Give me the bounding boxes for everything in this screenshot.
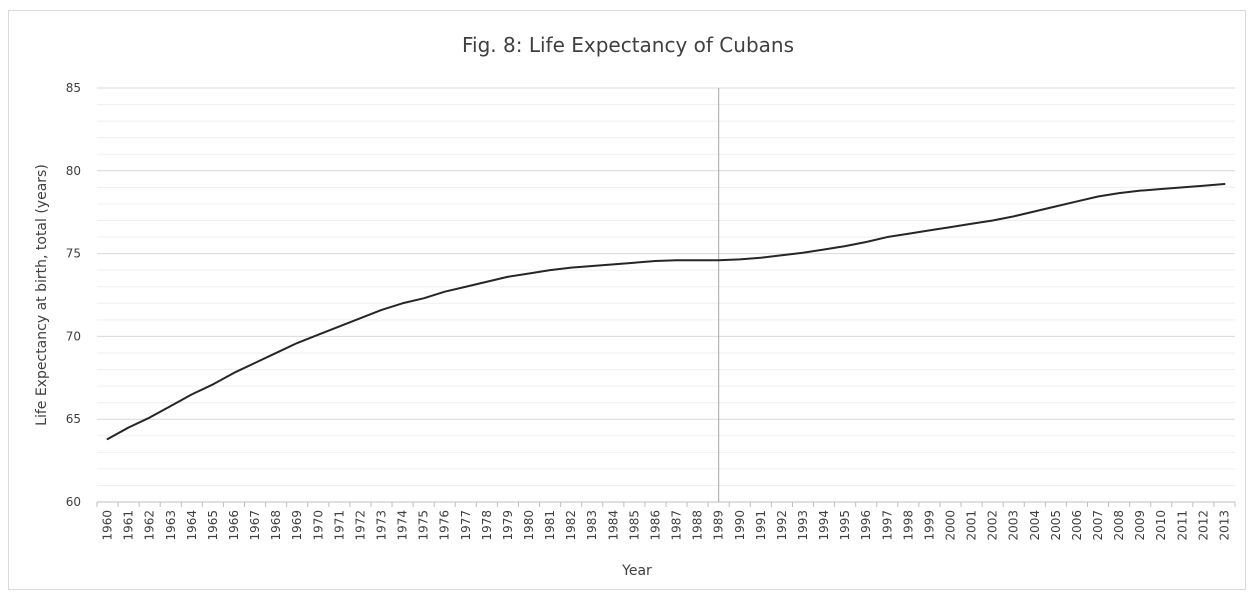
- x-tick-label: 1980: [522, 510, 536, 541]
- x-tick-label: 1968: [269, 510, 283, 541]
- x-tick-label: 1960: [101, 510, 115, 541]
- x-tick-label: 1976: [438, 510, 452, 541]
- x-tick-label: 1966: [227, 510, 241, 541]
- chart-frame: Fig. 8: Life Expectancy of Cubans 60 65 70…: [8, 10, 1246, 590]
- x-tick-label: 2006: [1070, 510, 1084, 541]
- x-tick-label: 2009: [1133, 510, 1147, 541]
- x-tick-label: 1978: [480, 510, 494, 541]
- x-tick-label: 1961: [122, 510, 136, 541]
- x-tick-label: 1979: [501, 510, 515, 541]
- x-tick-label: 1977: [459, 510, 473, 541]
- x-tick-label: 1965: [206, 510, 220, 541]
- x-tick-label: 1972: [353, 510, 367, 541]
- x-tick-label: 1999: [922, 510, 936, 541]
- x-tick-label: 2010: [1154, 510, 1168, 541]
- x-tick-label: 1985: [627, 510, 641, 541]
- x-axis-label: Year: [621, 563, 652, 579]
- x-tick-label: 1981: [543, 510, 557, 541]
- y-tick-label: 65: [66, 412, 81, 426]
- x-tick-label: 1993: [796, 510, 810, 541]
- x-tick-label: 2002: [986, 510, 1000, 541]
- x-tick-label: 1998: [901, 510, 915, 541]
- x-tick-label: 1971: [332, 510, 346, 541]
- x-tick-label: 1988: [691, 510, 705, 541]
- x-tick-label: 1975: [417, 510, 431, 541]
- x-tick-label: 2008: [1112, 510, 1126, 541]
- x-tick-label: 1992: [775, 510, 789, 541]
- x-tick-label: 1969: [290, 510, 304, 541]
- x-tick-label: 1984: [606, 510, 620, 541]
- x-tick-label: 2004: [1028, 510, 1042, 541]
- x-tick-label: 2013: [1217, 510, 1231, 541]
- y-tick-label: 60: [66, 495, 81, 509]
- x-tick-label: 1973: [375, 510, 389, 541]
- x-tick-label: 1996: [859, 510, 873, 541]
- series-line: [106, 183, 1226, 441]
- y-tick-label: 80: [66, 164, 81, 178]
- x-tick-label: 2001: [965, 510, 979, 541]
- x-tick-label: 1983: [585, 510, 599, 541]
- minor-gridlines: [97, 104, 1235, 486]
- x-tick-label: 1963: [164, 510, 178, 541]
- x-axis-tick-labels: 1960 1961 1962 1963 1964 1965 1966 1967 1968 1969…: [96, 502, 1236, 541]
- x-tick-label: 1974: [396, 510, 410, 541]
- x-tick-label: 1997: [880, 510, 894, 541]
- x-tick-label: 2007: [1091, 510, 1105, 541]
- y-tick-label: 70: [66, 329, 81, 343]
- x-tick-label: 1990: [733, 510, 747, 541]
- y-axis-label: Life Expectancy at birth, total (years): [34, 164, 50, 426]
- x-tick-label: 1995: [838, 510, 852, 541]
- x-tick-label: 1987: [670, 510, 684, 541]
- x-tick-label: 1986: [648, 510, 662, 541]
- x-tick-label: 2000: [944, 510, 958, 541]
- x-tick-label: 1994: [817, 510, 831, 541]
- y-axis-tick-labels: 60 65 70 75 80 85: [66, 81, 81, 509]
- line-chart: Fig. 8: Life Expectancy of Cubans 60 65 70…: [34, 33, 1236, 579]
- x-tick-label: 1982: [564, 510, 578, 541]
- major-gridlines: [97, 87, 1235, 503]
- y-tick-label: 85: [66, 81, 81, 95]
- x-tick-label: 1970: [311, 510, 325, 541]
- x-tick-label: 1964: [185, 510, 199, 541]
- x-tick-label: 2003: [1007, 510, 1021, 541]
- y-tick-label: 75: [66, 247, 81, 261]
- x-tick-label: 1967: [248, 510, 262, 541]
- x-tick-label: 1991: [754, 510, 768, 541]
- x-tick-label: 1989: [712, 510, 726, 541]
- x-tick-label: 2012: [1196, 510, 1210, 541]
- x-tick-label: 2005: [1049, 510, 1063, 541]
- x-tick-label: 2011: [1175, 510, 1189, 541]
- chart-title: Fig. 8: Life Expectancy of Cubans: [462, 33, 794, 57]
- x-tick-label: 1962: [143, 510, 157, 541]
